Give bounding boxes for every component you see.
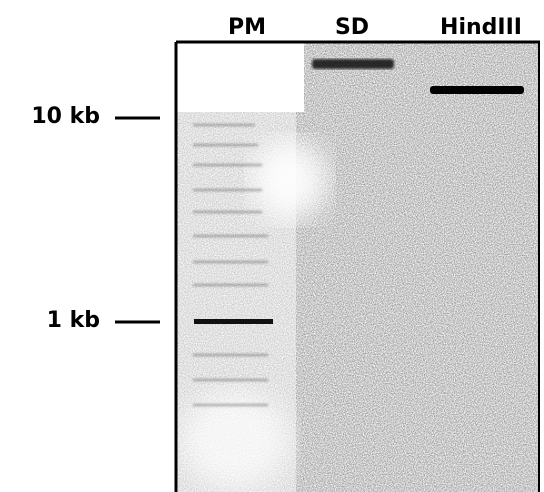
band-hindiii bbox=[430, 86, 524, 94]
band-pm bbox=[194, 319, 273, 324]
size-marker-label: 1 kb bbox=[47, 308, 100, 333]
gel-clear-patch bbox=[252, 140, 328, 220]
gel bbox=[176, 42, 540, 492]
lane-label: PM bbox=[228, 15, 266, 40]
band-sd bbox=[312, 59, 394, 69]
lane-label: HindIII bbox=[440, 15, 522, 40]
lane-label: SD bbox=[335, 15, 369, 40]
size-marker-label: 10 kb bbox=[31, 104, 100, 129]
gel-figure: PM SD HindIII 10 kb 1 kb bbox=[0, 0, 544, 492]
gel-empty-top bbox=[176, 42, 304, 112]
